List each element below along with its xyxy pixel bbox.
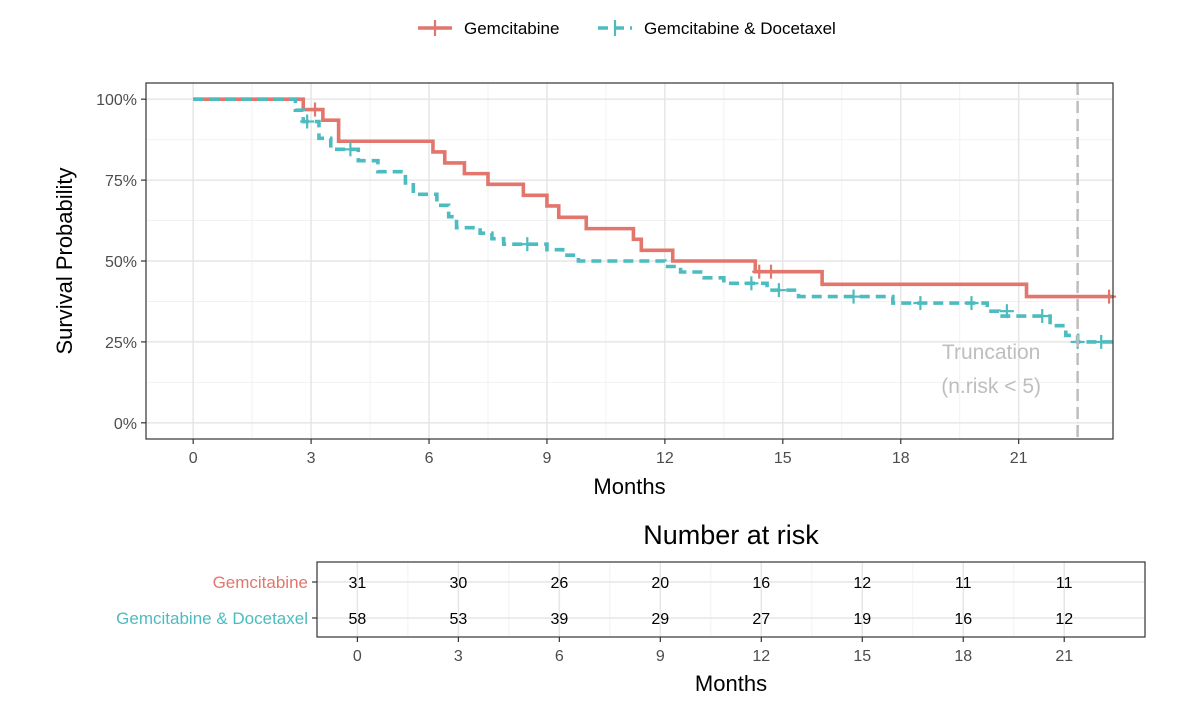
x-tick-label: 21 bbox=[1010, 450, 1028, 467]
risk-table-axes: Gemcitabine Gemcitabine & Docetaxel 0 3 6 9 12… bbox=[116, 573, 1073, 665]
risk-table-grid bbox=[317, 562, 1145, 637]
censor-mark bbox=[764, 264, 779, 279]
censor-mark bbox=[752, 264, 767, 279]
censor-mark bbox=[771, 283, 786, 298]
risk-row-label: Gemcitabine & Docetaxel bbox=[116, 609, 308, 628]
risk-cell: 11 bbox=[955, 575, 972, 592]
risk-cell: 27 bbox=[752, 611, 770, 628]
risk-x-tick-label: 9 bbox=[656, 648, 665, 665]
risk-cell: 20 bbox=[651, 575, 669, 592]
censor-mark bbox=[343, 142, 358, 157]
risk-cell: 30 bbox=[449, 575, 467, 592]
truncation-label: Truncation bbox=[942, 341, 1040, 364]
y-axis-label: Survival Probability bbox=[52, 167, 77, 354]
x-axis-label: Months bbox=[593, 474, 665, 499]
survival-plot: Truncation (n.risk < 5) 0 3 6 9 12 15 18 21 0% 25%… bbox=[52, 82, 1117, 499]
risk-x-tick-label: 18 bbox=[954, 648, 972, 665]
risk-cell: 26 bbox=[550, 575, 568, 592]
plot-axes: 0 3 6 9 12 15 18 21 0% 25% 50% 75% 100% bbox=[96, 92, 1028, 467]
y-tick-label: 0% bbox=[114, 416, 137, 433]
risk-table-title: Number at risk bbox=[643, 520, 819, 550]
risk-x-tick-label: 3 bbox=[454, 648, 463, 665]
censor-mark bbox=[1035, 309, 1050, 324]
y-tick-label: 100% bbox=[96, 92, 137, 109]
truncation-label: (n.risk < 5) bbox=[941, 375, 1041, 398]
x-tick-label: 15 bbox=[774, 450, 792, 467]
risk-table-border bbox=[316, 561, 1146, 638]
risk-table-x-axis-label: Months bbox=[695, 671, 767, 696]
risk-cell: 53 bbox=[449, 611, 467, 628]
risk-x-tick-label: 15 bbox=[853, 648, 871, 665]
x-tick-label: 18 bbox=[892, 450, 910, 467]
plot-annotations: Truncation (n.risk < 5) bbox=[941, 83, 1079, 439]
censor-mark bbox=[964, 296, 979, 311]
censor-mark bbox=[1094, 334, 1109, 349]
x-tick-label: 12 bbox=[656, 450, 674, 467]
censor-mark bbox=[744, 276, 759, 291]
risk-cell: 29 bbox=[651, 611, 669, 628]
risk-cell: 39 bbox=[550, 611, 568, 628]
risk-x-tick-label: 6 bbox=[555, 648, 564, 665]
x-tick-label: 0 bbox=[189, 450, 198, 467]
risk-cell: 58 bbox=[348, 611, 366, 628]
censor-mark bbox=[846, 289, 861, 304]
risk-cell: 31 bbox=[348, 575, 366, 592]
y-tick-label: 25% bbox=[105, 335, 137, 352]
risk-table-cells: 31 30 26 20 16 12 11 11 58 53 39 29 27 19 16 12 bbox=[348, 575, 1073, 628]
risk-table-panel bbox=[317, 562, 1145, 637]
censor-mark bbox=[520, 237, 535, 252]
x-tick-label: 9 bbox=[542, 450, 551, 467]
risk-cell: 11 bbox=[1056, 575, 1073, 592]
risk-cell: 16 bbox=[954, 611, 972, 628]
legend-label: Gemcitabine bbox=[464, 19, 559, 38]
risk-x-tick-label: 21 bbox=[1055, 648, 1073, 665]
legend-label: Gemcitabine & Docetaxel bbox=[644, 19, 836, 38]
series-line-1 bbox=[193, 97, 1113, 344]
risk-x-tick-label: 0 bbox=[353, 648, 362, 665]
censor-mark bbox=[308, 102, 323, 117]
censor-mark bbox=[1102, 289, 1117, 304]
y-tick-label: 75% bbox=[105, 173, 137, 190]
censor-mark bbox=[913, 296, 928, 311]
risk-cell: 16 bbox=[752, 575, 770, 592]
censor-mark bbox=[300, 114, 315, 129]
risk-x-tick-label: 12 bbox=[752, 648, 770, 665]
x-tick-label: 3 bbox=[307, 450, 316, 467]
plot-series bbox=[193, 97, 1117, 349]
censor-mark bbox=[999, 304, 1014, 319]
risk-row-label: Gemcitabine bbox=[213, 573, 308, 592]
risk-cell: 12 bbox=[1055, 611, 1073, 628]
risk-cell: 19 bbox=[853, 611, 871, 628]
x-tick-label: 6 bbox=[425, 450, 434, 467]
risk-cell: 12 bbox=[853, 575, 871, 592]
series-line-0 bbox=[193, 97, 1113, 299]
y-tick-label: 50% bbox=[105, 254, 137, 271]
legend: Gemcitabine Gemcitabine & Docetaxel bbox=[418, 19, 836, 38]
